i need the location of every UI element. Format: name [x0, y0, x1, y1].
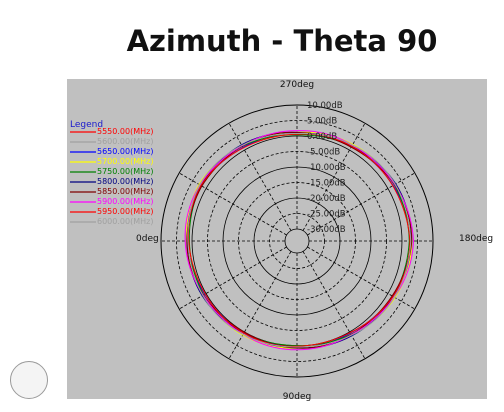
- legend-label: 5850.00(MHz): [97, 187, 153, 196]
- radial-tick-labels: 10.00dB 5.00dB 0.00dB -5.00dB -10.00dB -15.00…: [307, 101, 346, 235]
- angle-label-bottom: 90deg: [283, 392, 311, 402]
- r-tick-label: 5.00dB: [307, 117, 337, 127]
- legend-label: 5950.00(MHz): [97, 207, 153, 216]
- angle-labels: 270deg 90deg 0deg 180deg: [136, 80, 493, 402]
- polar-grid: [160, 104, 434, 378]
- chart-title: Azimuth - Theta 90: [126, 24, 438, 58]
- grid-spoke: [302, 251, 366, 359]
- legend-title: Legend: [70, 120, 103, 130]
- grid-outer-circle: [160, 104, 434, 378]
- series-line: [187, 133, 411, 347]
- legend-label: 5600.00(MHz): [97, 137, 153, 146]
- series-lines: [184, 130, 415, 351]
- angle-label-left: 0deg: [136, 234, 159, 244]
- legend-label: 5800.00(MHz): [97, 177, 153, 186]
- grid-spoke: [179, 246, 287, 310]
- angle-label-top: 270deg: [280, 80, 314, 90]
- grid-spoke: [228, 251, 292, 359]
- grid-spoke: [307, 172, 415, 236]
- legend-label: 5650.00(MHz): [97, 147, 153, 156]
- series-line: [187, 132, 412, 348]
- grid-spoke: [228, 123, 292, 231]
- circle-button[interactable]: [10, 361, 48, 399]
- grid-spoke: [302, 123, 366, 231]
- r-tick-label: -20.00dB: [307, 194, 346, 204]
- grid-ring: [176, 120, 418, 362]
- legend-label: 5550.00(MHz): [97, 127, 153, 136]
- r-tick-label: -10.00dB: [307, 163, 346, 173]
- r-tick-label: -25.00dB: [307, 210, 346, 220]
- legend-label: 5900.00(MHz): [97, 197, 153, 206]
- r-tick-label: 0.00dB: [307, 132, 337, 142]
- r-tick-label: -15.00dB: [307, 179, 346, 189]
- legend: Legend 5550.00(MHz)5600.00(MHz)5650.00(M…: [70, 120, 153, 226]
- angle-label-right: 180deg: [459, 234, 493, 244]
- legend-label: 5700.00(MHz): [97, 157, 153, 166]
- r-tick-label: 10.00dB: [307, 101, 343, 111]
- r-tick-label: -5.00dB: [307, 148, 340, 158]
- r-tick-label: -30.00dB: [307, 225, 346, 235]
- legend-label: 6000.00(MHz): [97, 217, 153, 226]
- grid-spoke: [179, 172, 287, 236]
- legend-label: 5750.00(MHz): [97, 167, 153, 176]
- grid-spoke: [307, 246, 415, 310]
